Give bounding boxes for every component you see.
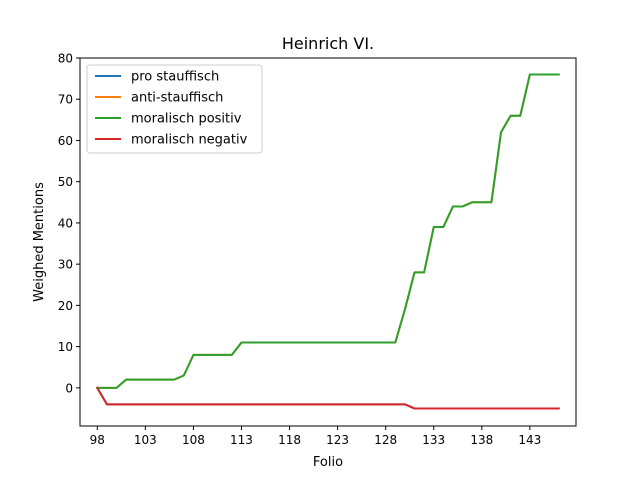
legend-label-2: anti-stauffisch <box>131 91 223 106</box>
x-tick-label: 98 <box>90 433 105 447</box>
legend-label-4: moralisch negativ <box>131 133 248 148</box>
y-tick-label: 60 <box>58 134 73 148</box>
legend-label-1: pro stauffisch <box>131 70 219 85</box>
series-layer <box>95 73 560 410</box>
x-tick-label: 133 <box>422 433 445 447</box>
plot-area-frame <box>79 57 577 427</box>
y-tick-label: 70 <box>58 93 73 107</box>
x-tick-label: 113 <box>230 433 253 447</box>
y-tick-label: 20 <box>58 299 73 313</box>
y-tick-label: 50 <box>58 175 73 189</box>
x-axis-ticks: 98 103 108 113 118 123 128 133 138 143 <box>90 426 541 447</box>
series-line-3 <box>96 73 560 389</box>
legend-label-3: moralisch positiv <box>131 112 242 127</box>
y-tick-label: 40 <box>58 216 73 230</box>
legend-box <box>86 64 263 154</box>
legend: pro stauffisch anti-stauffisch moralisch p… <box>86 64 263 154</box>
x-tick-label: 118 <box>278 433 301 447</box>
y-tick-label: 0 <box>65 381 73 395</box>
x-tick-label: 143 <box>518 433 541 447</box>
series-line-4 <box>95 386 560 410</box>
x-tick-label: 138 <box>470 433 493 447</box>
chart-title: Heinrich VI. <box>282 34 374 53</box>
y-axis-ticks: 0 10 20 30 40 50 60 70 80 <box>58 52 80 395</box>
x-axis-label: Folio <box>313 455 343 470</box>
x-tick-label: 123 <box>326 433 349 447</box>
x-tick-label: 103 <box>134 433 157 447</box>
y-axis-label: Weighed Mentions <box>32 182 47 302</box>
x-tick-label: 128 <box>374 433 397 447</box>
x-tick-label: 108 <box>182 433 205 447</box>
y-tick-label: 80 <box>58 52 73 66</box>
y-tick-label: 10 <box>58 340 73 354</box>
y-tick-label: 30 <box>58 258 73 272</box>
